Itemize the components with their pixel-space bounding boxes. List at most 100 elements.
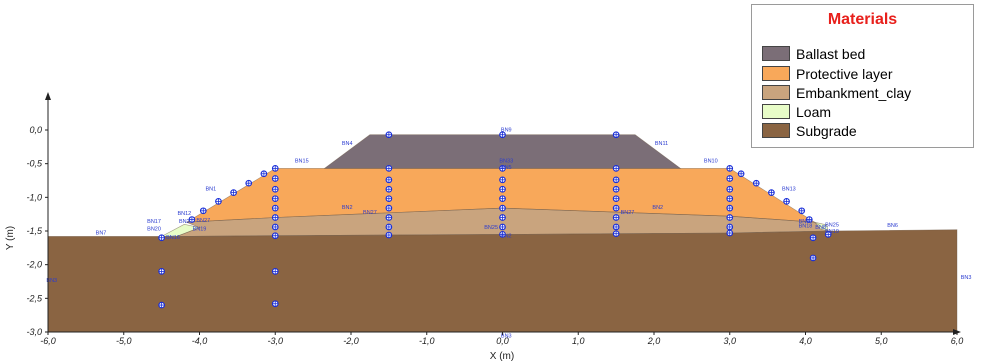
node-label: BN3 (961, 275, 972, 281)
measurement-point (612, 230, 620, 238)
measurement-point (271, 204, 279, 212)
x-axis-label: X (m) (490, 351, 514, 362)
y-tick-label: 0,0 (29, 125, 42, 135)
measurement-point (271, 214, 279, 221)
measurement-point (499, 185, 506, 193)
node-label: BN8 (815, 225, 826, 231)
measurement-point (271, 223, 279, 231)
measurement-point (726, 204, 734, 212)
axes: -6,0 -5,0 -4,0 -3,0 -2,0 -1,0 0,0 1,0 2,0 3,0 4,0 5… (26, 92, 963, 346)
measurement-point (385, 231, 393, 239)
node-label: BN2 (501, 234, 512, 240)
measurement-point (499, 131, 506, 139)
legend-label: Embankment_clay (796, 84, 912, 101)
measurement-points (158, 131, 832, 309)
node-label: BN6 (887, 223, 898, 229)
measurement-point (612, 204, 620, 212)
layer-boundaries (47, 134, 958, 333)
measurement-point (499, 223, 506, 231)
measurement-point (499, 165, 506, 172)
layer-boundary (813, 221, 829, 232)
measurement-point (612, 131, 620, 139)
node-label: BN2 (652, 205, 663, 211)
measurement-point (499, 214, 506, 221)
measurement-point (271, 300, 279, 308)
measurement-point (752, 179, 760, 187)
measurement-point (385, 223, 393, 231)
measurement-point (612, 165, 620, 172)
measurement-point (499, 204, 506, 212)
measurement-point (726, 195, 734, 203)
layer-boundary (161, 223, 201, 237)
legend-item-protective-layer: Protective layer (762, 65, 892, 82)
measurement-point (726, 223, 734, 231)
measurement-point (385, 176, 393, 184)
layer-subgrade (48, 229, 957, 332)
node-label: BN33 (499, 158, 513, 164)
node-label: BN3 (501, 333, 512, 339)
legend-label: Loam (796, 103, 832, 120)
x-tick-label: 1,0 (572, 336, 585, 346)
measurement-point (726, 165, 734, 172)
y-tick-label: -1,5 (26, 226, 43, 236)
node-label: BN19 (825, 229, 839, 235)
measurement-point (385, 204, 393, 212)
layer-boundary (323, 134, 682, 169)
legend-label: Protective layer (796, 65, 893, 82)
node-label: BN2 (179, 219, 190, 225)
measurement-point (726, 229, 734, 237)
x-tick-label: 3,0 (723, 336, 736, 346)
measurement-point (271, 268, 279, 275)
y-tick-label: -2,0 (26, 260, 42, 270)
node-label: BN19 (193, 226, 207, 232)
node-label: BN1 (206, 187, 217, 193)
measurement-point (783, 198, 790, 205)
layer-ballast-bed (324, 134, 681, 169)
node-label: BN3 (46, 278, 57, 284)
node-label: BN27 (621, 210, 635, 216)
node-label: BN4 (342, 141, 353, 147)
layer-loam (161, 224, 200, 237)
measurement-point (158, 268, 165, 275)
node-label: BN11 (655, 141, 668, 147)
measurement-point (385, 165, 393, 172)
measurement-point (199, 207, 207, 215)
measurement-point (726, 175, 734, 182)
x-tick-label: 0,0 (496, 336, 509, 346)
node-label: BN13 (782, 187, 796, 193)
measurement-point (809, 234, 817, 242)
node-label: BN25 (484, 225, 498, 231)
y-axis-label: Y (m) (5, 226, 16, 250)
measurement-point (499, 176, 506, 184)
measurement-point (499, 231, 506, 238)
x-tick-label: 2,0 (647, 336, 661, 346)
node-label: BN27 (196, 218, 210, 224)
node-label: BN12 (177, 211, 191, 217)
x-tick-label: 4,0 (799, 336, 812, 346)
measurement-point (158, 234, 165, 242)
measurement-point (271, 175, 279, 182)
node-label: BN17 (147, 219, 161, 225)
node-label: BN5 (501, 165, 512, 171)
materials-legend: Materials Ballast bed Protective layer E… (751, 4, 974, 148)
legend-swatch (762, 66, 790, 81)
y-axis-arrow-icon (45, 92, 51, 100)
legend-item-ballast-bed: Ballast bed (762, 45, 865, 62)
legend-swatch (762, 123, 790, 138)
measurement-point (805, 216, 813, 223)
measurement-point (230, 189, 237, 196)
node-label: BN27 (363, 210, 377, 216)
measurement-point (245, 179, 253, 187)
layer-embankment-clay (176, 208, 829, 237)
node-label: BN2 (342, 205, 353, 211)
measurement-point (271, 165, 279, 172)
measurement-point (612, 176, 620, 184)
measurement-point (271, 185, 279, 193)
x-tick-label: -3,0 (267, 336, 283, 346)
node-label: BN25 (825, 222, 839, 228)
measurement-point (726, 185, 734, 193)
node-label: BN10 (704, 158, 718, 164)
x-tick-label: -6,0 (40, 336, 56, 346)
